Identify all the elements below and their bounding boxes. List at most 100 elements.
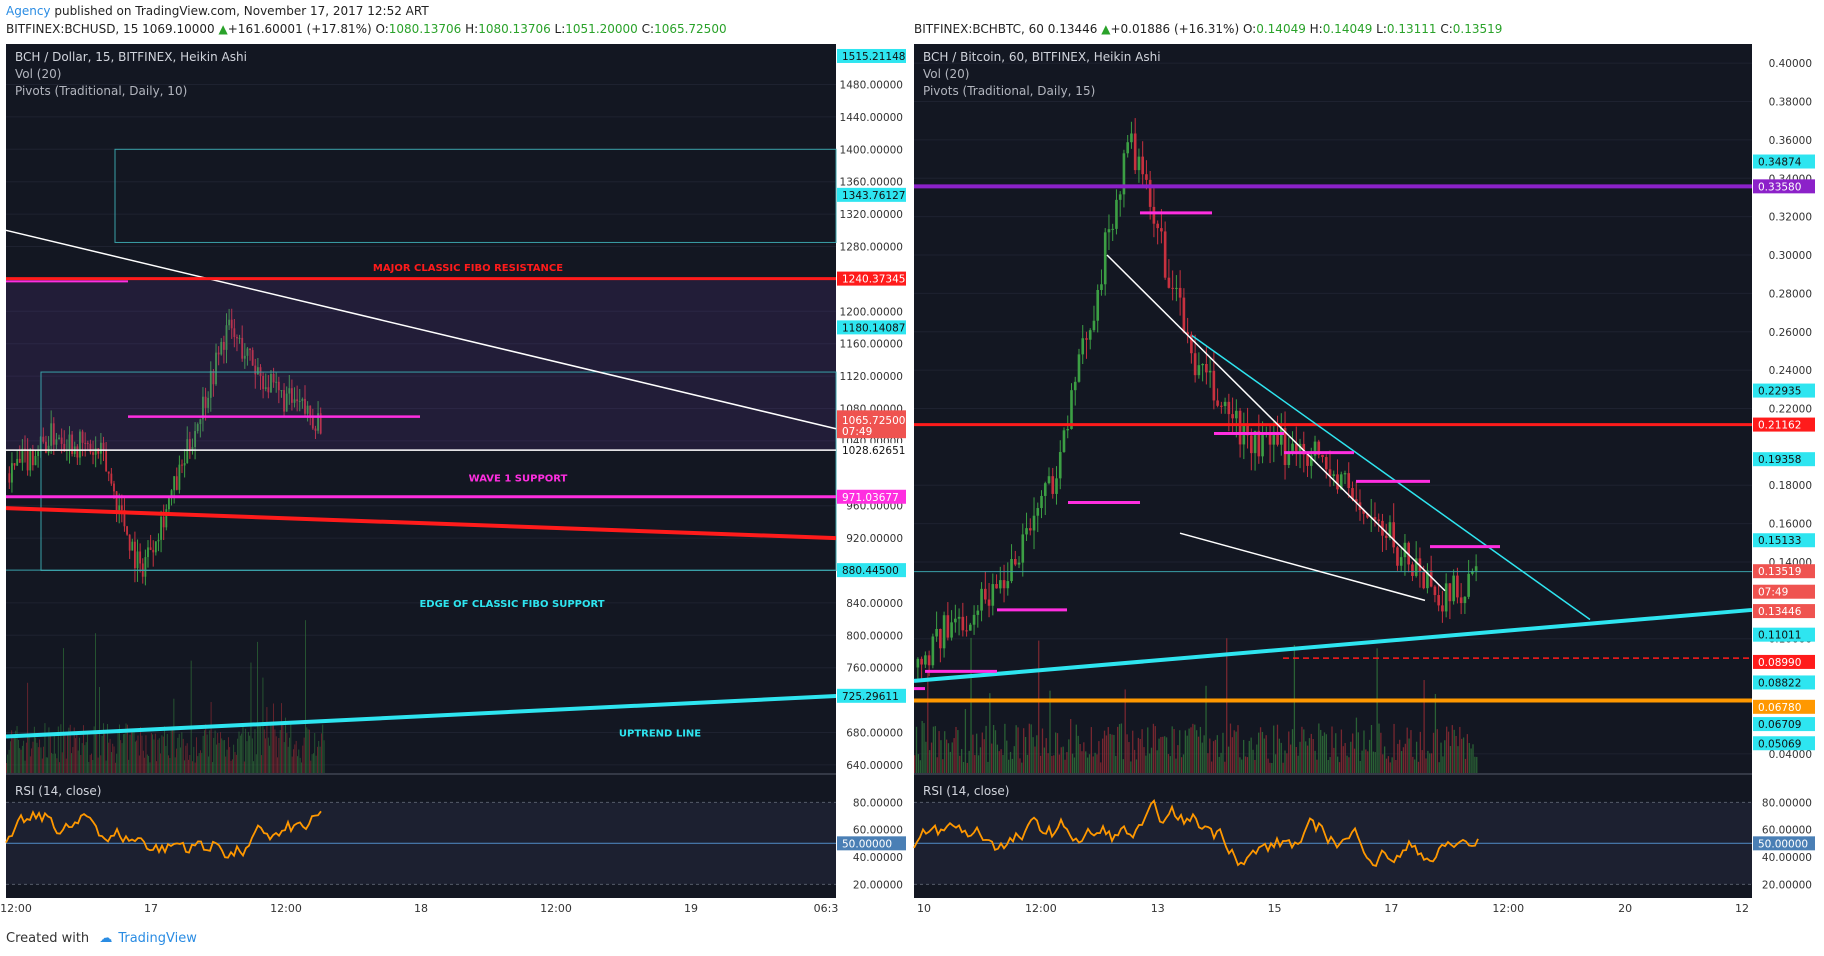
volume-bar [165,746,167,773]
volume-bar [237,738,239,773]
volume-bar [1372,751,1374,773]
time-tick-label: 12 [1735,902,1749,915]
volume-bar [1327,760,1329,773]
volume-bar [40,747,42,773]
volume-bar [286,733,288,773]
chart-title: BCH / Bitcoin, 60, BITFINEX, Heikin Ashi [923,50,1161,64]
rsi-tick-label: 40.00000 [853,852,903,864]
volume-bar [259,725,261,773]
volume-bar [7,754,9,773]
candle-body [1025,528,1028,535]
candle-body [931,636,935,666]
volume-bar [121,743,123,773]
volume-bar [1120,723,1123,773]
candle-body [1223,401,1227,407]
volume-bar [29,756,31,773]
candle-body [1201,363,1204,366]
volume-bar [1241,759,1243,773]
tradingview-logo-icon[interactable]: ☁ [99,931,113,946]
volume-bar [298,749,300,773]
candle-body [1343,473,1347,475]
volume-bar [111,752,112,773]
candle-body [118,505,121,511]
price-tick-label: 1120.00000 [840,371,903,383]
volume-bar [216,744,217,773]
volume-bar [1169,756,1171,773]
rsi-label: RSI (14, close) [15,784,101,798]
volume-bar [140,727,142,773]
publisher-name-link[interactable]: Agency [6,4,51,18]
volume-bar [96,734,98,773]
volume-bar [1368,739,1371,773]
volume-bar [1039,755,1042,773]
volume-bar [122,734,124,773]
candle-body [998,580,1002,589]
candle-body [230,319,233,329]
candle-body [1287,452,1291,466]
tradingview-link[interactable]: TradingView [118,931,197,946]
last-price: 0.13446 [1047,22,1098,36]
volume-bar [60,724,62,773]
candle-body [238,337,241,339]
volume-bar [204,730,205,773]
volume-bar [1243,739,1245,773]
volume-bar [223,740,225,773]
volume-bar [219,732,221,773]
chart-annotation: UPTREND LINE [619,729,701,740]
volume-bar [238,731,240,773]
time-tick-label: 12:00 [0,902,32,915]
candle-body [283,390,285,412]
volume-bar [49,732,51,773]
volume-bar [278,738,280,773]
volume-bar [930,742,933,773]
volume-bar [1132,730,1134,773]
change: +161.60001 (+17.81%) [227,22,372,36]
price-badge-label: 0.22935 [1758,386,1801,398]
candle-body [94,448,97,455]
volume-bar [1384,746,1386,773]
volume-bar [180,747,181,773]
volume-bar [936,757,938,773]
volume-bar [1207,753,1209,773]
price-badge-label: 1028.62651 [842,445,905,457]
candle-body [1096,289,1100,321]
candle-body [1238,410,1242,445]
volume-bar [209,730,211,773]
volume-bar [1440,742,1442,773]
volume-bar [307,729,309,773]
volume-bar [47,757,49,773]
volume-bar [56,758,58,773]
volume-bar [154,733,156,773]
volume-bar [169,757,171,773]
volume-bar [1229,723,1232,773]
volume-bar [1431,753,1433,773]
volume-bar [944,731,946,773]
volume-bar [246,741,248,773]
price-tick-label: 0.04000 [1769,749,1812,761]
volume-bar [1165,737,1168,773]
volume-bar [1308,738,1311,773]
price-badge [1753,179,1815,194]
volume-bar [1045,738,1047,773]
candle-body [1118,194,1122,200]
candle-body [1006,581,1010,589]
volume-bar [1053,755,1055,773]
volume-bar [145,735,147,773]
volume-bar [1058,754,1061,773]
candle-body [1384,535,1388,538]
volume-bar [1197,736,1200,773]
volume-bar [85,742,87,773]
volume-bar [1077,735,1079,773]
volume-bar [59,762,60,773]
price-badge-label: 0.33580 [1758,181,1801,193]
candle-body [147,547,149,558]
price-badge [1753,604,1815,619]
volume-bar [1008,759,1010,773]
volume-bar [1434,693,1437,773]
volume-bar [129,734,131,773]
volume-bar [44,723,46,773]
candle-body [107,471,110,474]
volume-bar [136,740,138,773]
volume-bar [1196,730,1198,773]
